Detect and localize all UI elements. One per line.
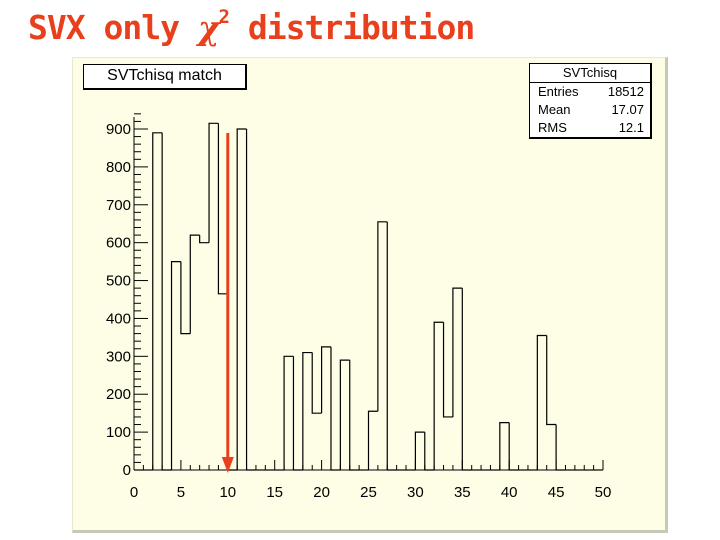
y-tick-label: 700 <box>106 197 131 214</box>
histogram-bin <box>217 123 228 295</box>
title-prefix: SVX only <box>28 8 198 47</box>
histogram-bin <box>499 422 510 470</box>
entries-label: Entries <box>538 84 579 99</box>
y-tick-label: 900 <box>106 121 131 138</box>
stats-row-mean: Mean 17.07 <box>530 101 650 119</box>
histogram-bin <box>302 351 313 470</box>
y-tick-label: 0 <box>123 462 131 479</box>
x-tick-label: 35 <box>454 484 471 501</box>
y-tick-label: 600 <box>106 235 131 252</box>
histogram-bins <box>134 122 603 471</box>
histogram-bin <box>452 287 463 417</box>
mean-value: 17.07 <box>611 102 644 117</box>
marker-arrow <box>221 133 234 473</box>
y-tick-label: 100 <box>106 424 131 441</box>
x-tick-label: 15 <box>266 484 283 501</box>
histogram-bin <box>386 221 397 471</box>
histogram-bin <box>152 132 163 470</box>
x-tick-label: 0 <box>130 484 138 501</box>
stats-row-rms: RMS 12.1 <box>530 119 650 137</box>
histogram-bin <box>189 234 200 334</box>
y-tick-label: 800 <box>106 159 131 176</box>
stats-title: SVTchisq <box>530 64 650 83</box>
histogram-bin <box>536 334 547 470</box>
y-tick-label: 200 <box>106 386 131 403</box>
histogram-bin <box>199 235 210 244</box>
histogram-bin <box>292 356 303 471</box>
histogram-bin <box>367 410 378 470</box>
histogram-bin <box>330 346 341 471</box>
stats-row-entries: Entries 18512 <box>530 83 650 101</box>
histogram-bin <box>339 359 350 470</box>
histogram-title: SVTchisq match <box>83 64 247 90</box>
title-superscript: 2 <box>218 6 230 28</box>
histogram-bin <box>555 424 566 471</box>
histogram-bin <box>349 360 360 471</box>
histogram-bin <box>236 128 247 470</box>
histogram-bin <box>208 122 219 243</box>
histogram-bin <box>424 432 435 471</box>
y-tick-label: 300 <box>106 348 131 365</box>
histogram-bin <box>245 129 256 471</box>
histogram-bin <box>433 321 444 470</box>
y-tick-label: 500 <box>106 273 131 290</box>
entries-value: 18512 <box>607 84 644 99</box>
histogram-bin <box>461 288 472 471</box>
histogram-bin <box>414 431 425 470</box>
histogram-bin <box>170 261 181 470</box>
marker-arrowhead <box>221 457 234 473</box>
histogram-bin <box>377 221 388 412</box>
y-tick-label: 400 <box>106 310 131 327</box>
x-tick-label: 5 <box>177 484 185 501</box>
x-tick-label: 25 <box>360 484 377 501</box>
histogram-bin <box>321 346 331 414</box>
histogram-bin <box>508 422 519 471</box>
rms-label: RMS <box>538 120 567 135</box>
x-tick-label: 45 <box>548 484 565 501</box>
histogram-bin <box>546 335 557 426</box>
title-suffix: distribution <box>228 8 475 47</box>
x-tick-label: 20 <box>313 484 330 501</box>
chi-symbol: χ <box>197 8 220 47</box>
histogram-bin <box>180 261 191 335</box>
x-tick-label: 40 <box>501 484 518 501</box>
x-tick-label: 50 <box>595 484 612 501</box>
histogram-bin <box>283 355 294 470</box>
mean-label: Mean <box>538 102 571 117</box>
rms-value: 12.1 <box>618 120 644 135</box>
histogram-bin <box>311 352 322 414</box>
stats-box: SVTchisq Entries 18512 Mean 17.07 RMS 12… <box>529 63 652 139</box>
histogram-bin <box>161 132 172 471</box>
axes: 0 5 10 15 20 25 30 35 40 45 5001002003004005006007… <box>106 113 612 501</box>
x-tick-label: 30 <box>407 484 424 501</box>
x-tick-label: 10 <box>219 484 236 501</box>
slide-title: SVX only χ2 distribution <box>28 6 475 47</box>
histogram-bin <box>442 322 453 418</box>
